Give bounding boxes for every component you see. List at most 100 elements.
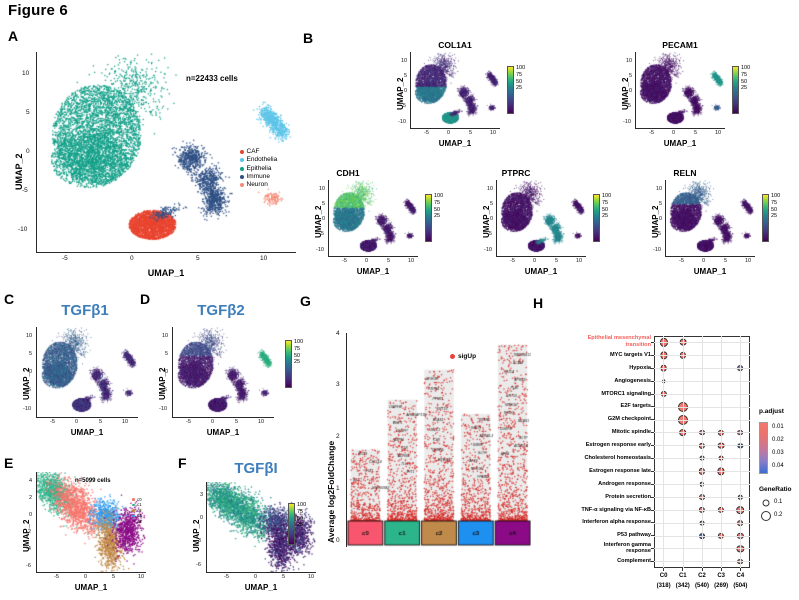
umap-canvas-tgfb2 xyxy=(172,327,274,417)
y-tick-pecam1-1: 5 xyxy=(629,73,633,79)
y-tick-f-0: 3 xyxy=(200,492,204,498)
legend-item-endothelia[interactable]: Endothelia xyxy=(240,156,277,164)
cbar-tick-pecam1-2: 50 xyxy=(741,78,748,85)
x-tick-cdh1-1: 0 xyxy=(365,258,369,264)
dotplot-row-label-5: E2F targets xyxy=(620,403,651,410)
x-tick-reln-1: 0 xyxy=(702,258,706,264)
y-axis-line-col1a1 xyxy=(410,52,411,128)
cbar-tick-reln-0: 100 xyxy=(771,193,781,199)
legend-label-c2: c2 xyxy=(137,507,142,513)
dotplot-col-label-1: C1 xyxy=(678,573,687,579)
legend-item-epithelia[interactable]: Epithelia xyxy=(240,165,277,173)
cbar-tick-pecam1-1: 75 xyxy=(741,71,748,78)
x-tick-a-0: -5 xyxy=(62,255,68,262)
x-tick-f-3: 10 xyxy=(308,574,315,580)
y-tick-d-4: -10 xyxy=(159,406,167,412)
legend-label-immune: Immune xyxy=(246,172,270,180)
x-axis-line-e xyxy=(36,572,146,573)
y-tick-g-0: 4 xyxy=(336,330,340,337)
x-axis-line-f xyxy=(206,572,316,573)
legend-item-c2[interactable]: c2 xyxy=(132,508,142,513)
dotplot-row-label-4: MTORC1 signaling xyxy=(601,390,651,397)
legend-title-padjust: p.adjust xyxy=(759,408,784,415)
x-tick-d-0: -5 xyxy=(186,419,191,425)
x-tick-a-1: 0 xyxy=(130,255,134,262)
y-tick-cdh1-2: 0 xyxy=(322,216,326,222)
y-tick-e-5: -6 xyxy=(26,563,31,569)
x-tick-c-0: -5 xyxy=(50,419,55,425)
cbar-tick-col1a1-3: 25 xyxy=(516,85,523,92)
plot-title-tgfbi: TGFβI xyxy=(234,460,278,477)
y-tick-reln-4: -10 xyxy=(653,247,661,253)
cbar-tick-f-3: 25 xyxy=(297,522,304,529)
x-axis-line-cdh1 xyxy=(328,256,418,257)
colorbar-ticks-cdh1: 100 75 50 25 xyxy=(434,193,443,221)
dotplot-col-tick-4 xyxy=(740,568,741,571)
legend-dot-c2 xyxy=(132,509,135,512)
x-tick-col1a1-3: 10 xyxy=(490,130,497,136)
cbar-tick-ptprc-2: 50 xyxy=(602,206,609,213)
colorbar-f xyxy=(288,503,295,545)
umap-canvas-e xyxy=(36,472,146,572)
x-tick-c-2: 5 xyxy=(99,419,103,425)
legend-item-immune[interactable]: Immune xyxy=(240,173,277,181)
x-tick-col1a1-2: 5 xyxy=(469,130,473,136)
legend-dot-caf xyxy=(240,150,244,155)
umap-canvas-cdh1 xyxy=(328,180,418,256)
dotplot-row-tick-7 xyxy=(651,432,654,434)
x-axis-label-pecam1: UMAP_1 xyxy=(663,139,697,148)
dotplot-row-label-6: G2M checkpoint xyxy=(607,416,651,423)
plot-title-tgfb2: TGFβ2 xyxy=(197,302,245,319)
colorbar-ptprc xyxy=(593,194,600,242)
y-tick-f-1: 0 xyxy=(200,515,204,521)
legend-item-c0[interactable]: c0 xyxy=(132,497,142,502)
y-tick-ptprc-0: 10 xyxy=(487,186,494,192)
y-tick-pecam1-0: 10 xyxy=(626,58,633,64)
dotplot-row-label-8: Estrogen response early xyxy=(585,442,651,449)
legend-label-c3: c3 xyxy=(137,513,142,519)
dotplot-row-tick-2 xyxy=(651,367,654,369)
plot-title-col1a1: COL1A1 xyxy=(438,40,472,50)
y-tick-c-1: 5 xyxy=(29,351,33,357)
legend-dot-neuron xyxy=(240,183,244,188)
cbar-tick-f-2: 50 xyxy=(297,515,304,522)
x-axis-line-c xyxy=(36,417,138,418)
y-tick-cdh1-3: -5 xyxy=(319,231,324,237)
legend-item-neuron[interactable]: Neuron xyxy=(240,181,277,189)
legend-padjust-tick-1: 0.02 xyxy=(772,437,784,443)
y-tick-d-3: -5 xyxy=(162,387,167,393)
colorbar-ticks-f: 100 75 50 25 xyxy=(297,502,307,530)
y-axis-label-g: Average log2FoldChange xyxy=(326,440,336,543)
umap-canvas-col1a1 xyxy=(410,52,500,128)
umap-canvas-tgfb1 xyxy=(36,327,138,417)
y-tick-f-2: -3 xyxy=(196,538,201,544)
dotplot-col-count-3: (269) xyxy=(714,583,729,589)
umap-canvas-a xyxy=(36,52,296,252)
dotplot-col-label-2: C2 xyxy=(698,573,706,579)
legend-item-caf[interactable]: CAF xyxy=(240,148,277,156)
colorbar-ticks-col1a1: 100 75 50 25 xyxy=(516,65,525,93)
y-tick-ptprc-4: -10 xyxy=(484,247,492,253)
panel-g-foldchange: Average log2FoldChange 4 3 2 1 0 sigUp xyxy=(318,325,533,575)
x-axis-label-cdh1: UMAP_1 xyxy=(356,267,390,276)
legend-item-c3[interactable]: c3 xyxy=(132,513,142,518)
cbar-tick-f-0: 100 xyxy=(297,502,307,508)
legend-item-c1[interactable]: c1 xyxy=(132,502,142,507)
x-tick-e-0: -5 xyxy=(54,574,59,580)
legend-item-c4[interactable]: c4 xyxy=(132,519,142,524)
x-tick-d-1: 0 xyxy=(211,419,215,425)
legend-dot-c0 xyxy=(132,498,135,501)
x-tick-f-1: 0 xyxy=(254,574,258,580)
y-tick-reln-2: 0 xyxy=(659,216,663,222)
dotplot-row-tick-14 xyxy=(651,522,654,524)
x-axis-label-e: UMAP_1 xyxy=(74,583,108,592)
x-tick-d-2: 5 xyxy=(235,419,239,425)
x-tick-pecam1-0: -5 xyxy=(649,130,654,136)
dotplot-row-label-14: Interferon alpha response xyxy=(582,519,651,526)
y-tick-e-2: 0 xyxy=(29,512,33,518)
x-axis-label-a: UMAP_1 xyxy=(147,268,185,278)
dotplot-col-tick-2 xyxy=(701,568,703,571)
legend-dot-endothelia xyxy=(240,158,244,163)
cbar-tick-col1a1-1: 75 xyxy=(516,71,523,78)
gridline-col-3 xyxy=(720,336,722,568)
